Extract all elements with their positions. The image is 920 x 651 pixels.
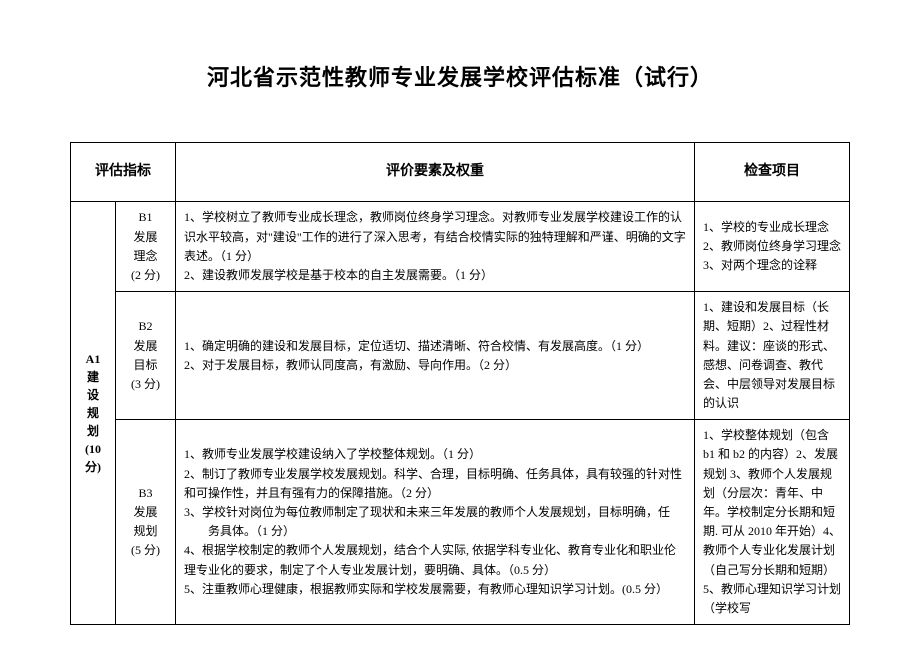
sub-indicator-name: 目标: [124, 356, 167, 375]
elements-cell: 1、教师专业发展学校建设纳入了学校整体规划。（1 分） 2、制订了教师专业发展学…: [176, 420, 695, 625]
sub-indicator-name: 发展: [124, 503, 167, 522]
sub-indicator-code: B3: [124, 484, 167, 503]
table-header-row: 评估指标 评价要素及权重 检查项目: [71, 143, 850, 202]
sub-indicator-cell: B1 发展 理念 (2 分): [116, 202, 176, 292]
elements-cell: 1、确定明确的建设和发展目标，定位适切、描述清晰、符合校情、有发展高度。（1 分…: [176, 292, 695, 420]
main-indicator-name: 划: [79, 422, 107, 440]
element-line: 3、学校针对岗位为每位教师制定了现状和未来三年发展的教师个人发展规划，目标明确，…: [184, 503, 686, 522]
table-row: B2 发展 目标 (3 分) 1、确定明确的建设和发展目标，定位适切、描述清晰、…: [71, 292, 850, 420]
sub-indicator-name: 理念: [124, 247, 167, 266]
sub-indicator-code: B2: [124, 317, 167, 336]
sub-indicator-cell: B2 发展 目标 (3 分): [116, 292, 176, 420]
page-title: 河北省示范性教师专业发展学校评估标准（试行）: [70, 60, 850, 92]
sub-indicator-score: (3 分): [124, 375, 167, 394]
sub-indicator-name: 规划: [124, 522, 167, 541]
header-check: 检查项目: [695, 143, 850, 202]
check-cell: 1、学校的专业成长理念 2、教师岗位终身学习理念 3、对两个理念的诠释: [695, 202, 850, 292]
main-indicator-name: 规: [79, 404, 107, 422]
element-line: 务具体。（1 分）: [184, 522, 686, 541]
element-line: 1、教师专业发展学校建设纳入了学校整体规划。（1 分）: [184, 445, 686, 464]
check-cell: 1、建设和发展目标（长期、短期）2、过程性材料。建议：座谈的形式、感想、问卷调查…: [695, 292, 850, 420]
main-indicator-cell: A1 建 设 规 划 (10 分): [71, 202, 116, 625]
table-row: B3 发展 规划 (5 分) 1、教师专业发展学校建设纳入了学校整体规划。（1 …: [71, 420, 850, 625]
evaluation-table: 评估指标 评价要素及权重 检查项目 A1 建 设 规 划 (10 分) B1 发…: [70, 142, 850, 625]
table-row: A1 建 设 规 划 (10 分) B1 发展 理念 (2 分) 1、学校树立了…: [71, 202, 850, 292]
element-line: 2、制订了教师专业发展学校发展规划。科学、合理，目标明确、任务具体，具有较强的针…: [184, 465, 686, 503]
main-indicator-name: 建: [79, 368, 107, 386]
main-indicator-name: 设: [79, 386, 107, 404]
sub-indicator-name: 发展: [124, 228, 167, 247]
sub-indicator-score: (2 分): [124, 266, 167, 285]
sub-indicator-code: B1: [124, 208, 167, 227]
main-indicator-score: (10 分): [79, 440, 107, 476]
main-indicator-code: A1: [79, 350, 107, 368]
sub-indicator-name: 发展: [124, 337, 167, 356]
element-line: 4、根据学校制定的教师个人发展规划，结合个人实际, 依据学科专业化、教育专业化和…: [184, 541, 686, 579]
header-indicator: 评估指标: [71, 143, 176, 202]
check-cell: 1、学校整体规划（包含 b1 和 b2 的内容）2、发展规划 3、教师个人发展规…: [695, 420, 850, 625]
header-elements: 评价要素及权重: [176, 143, 695, 202]
element-line: 5、注重教师心理健康，根据教师实际和学校发展需要，有教师心理知识学习计划。(0.…: [184, 580, 686, 599]
sub-indicator-cell: B3 发展 规划 (5 分): [116, 420, 176, 625]
sub-indicator-score: (5 分): [124, 541, 167, 560]
elements-cell: 1、学校树立了教师专业成长理念，教师岗位终身学习理念。对教师专业发展学校建设工作…: [176, 202, 695, 292]
